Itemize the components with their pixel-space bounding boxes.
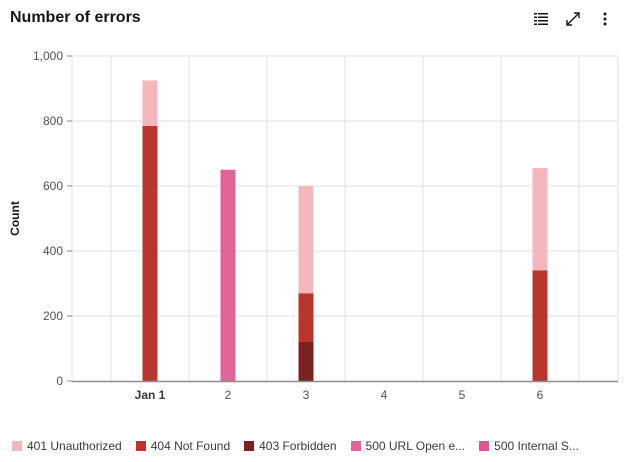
chart-legend: 401 Unauthorized 404 Not Found 403 Forbidd… xyxy=(12,438,579,454)
legend-label: 401 Unauthorized xyxy=(27,439,122,453)
chart-header: Number of errors xyxy=(0,0,630,40)
x-tick-label: Jan 1 xyxy=(135,388,166,402)
bar-403-forbidden-3 xyxy=(298,342,314,381)
bar-404-not-found-1 xyxy=(142,125,158,381)
x-tick-label: 2 xyxy=(225,388,232,402)
bar-401-unauthorized-1 xyxy=(142,80,158,126)
legend-swatch xyxy=(12,441,22,451)
y-tick-label: 0 xyxy=(56,374,63,388)
legend-swatch xyxy=(244,441,255,451)
y-axis-label: Count xyxy=(8,201,22,236)
x-tick-label: 6 xyxy=(537,388,544,402)
overflow-menu-button[interactable] xyxy=(594,8,616,30)
x-tick-label: 4 xyxy=(381,388,388,402)
legend-item[interactable]: 401 Unauthorized xyxy=(12,438,122,454)
maximize-button[interactable] xyxy=(562,8,584,30)
overflow-menu-icon xyxy=(603,12,607,26)
legend-swatch xyxy=(479,441,490,451)
x-tick-label: 5 xyxy=(459,388,466,402)
legend-label: 500 URL Open e... xyxy=(365,439,466,453)
stacked-bar-chart: 0 200 400 600 800 1,000 Jan 1 2 3 4 5 6 Count xyxy=(8,49,619,402)
chart-title: Number of errors xyxy=(10,9,141,26)
bar-401-unauthorized-6 xyxy=(532,168,548,271)
y-tick-label: 600 xyxy=(43,179,63,193)
table-view-icon xyxy=(534,13,548,25)
x-tick-label: 3 xyxy=(303,388,310,402)
legend-swatch xyxy=(350,441,361,451)
bar-401-unauthorized-3 xyxy=(298,186,314,294)
table-view-button[interactable] xyxy=(530,8,552,30)
legend-item[interactable]: 500 URL Open e... xyxy=(350,438,466,454)
y-tick-label: 400 xyxy=(43,244,63,258)
y-tick-label: 1,000 xyxy=(33,49,63,63)
legend-swatch xyxy=(135,441,146,451)
y-tick-label: 800 xyxy=(43,114,63,128)
chart-toolbar xyxy=(530,8,616,30)
legend-label: 403 Forbidden xyxy=(259,439,337,453)
bar-404-not-found-3 xyxy=(298,293,314,342)
legend-label: 500 Internal S... xyxy=(494,439,579,453)
bar-404-not-found-6 xyxy=(532,270,548,381)
legend-item[interactable]: 404 Not Found xyxy=(135,438,231,454)
legend-label: 404 Not Found xyxy=(150,439,231,453)
bar-500-url-open-e-2 xyxy=(220,169,236,381)
maximize-icon xyxy=(566,12,580,26)
legend-item[interactable]: 500 Internal S... xyxy=(479,438,579,454)
y-tick-label: 200 xyxy=(43,309,63,323)
legend-item[interactable]: 403 Forbidden xyxy=(244,438,337,454)
